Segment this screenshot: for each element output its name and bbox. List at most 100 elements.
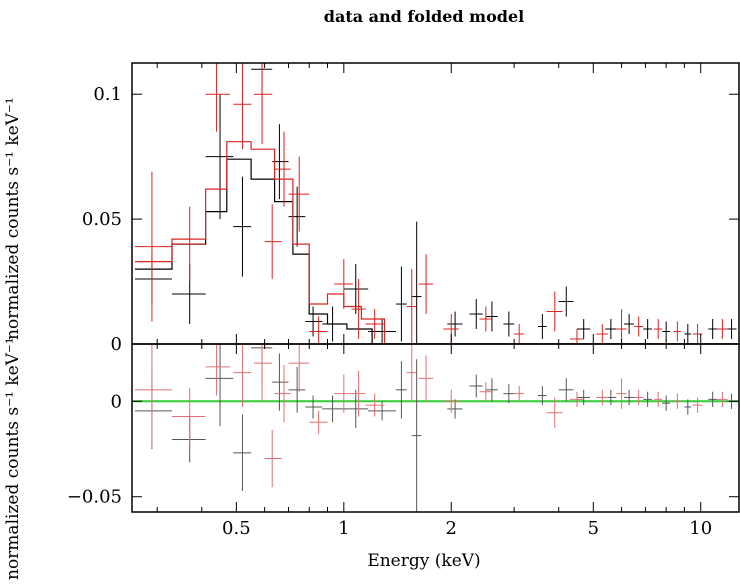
data-point	[708, 391, 717, 407]
data-point	[233, 344, 252, 407]
data-point	[288, 366, 306, 413]
data-point	[288, 156, 310, 232]
data-point	[309, 410, 328, 434]
data-point	[469, 299, 483, 330]
data-point	[272, 353, 289, 411]
data-point	[485, 378, 498, 402]
data-point	[171, 387, 206, 446]
bottom-panel: −0.05 0 0.5 1 2 5 10	[67, 343, 740, 539]
data-point	[684, 324, 692, 344]
data-point	[708, 319, 717, 340]
y-tick-label: 0	[111, 391, 122, 412]
data-point	[205, 344, 234, 427]
y-axis-title-bottom: normalized counts s⁻¹ keV⁻¹	[3, 337, 23, 580]
data-point	[135, 372, 172, 449]
y-axis-title-top: normalized counts s⁻¹ keV⁻¹	[3, 97, 23, 340]
data-point	[233, 176, 252, 277]
top-panel: 0 0.05 0.1	[82, 62, 740, 355]
data-point	[205, 94, 234, 220]
data-point	[684, 399, 692, 415]
x-tick-label: 0.5	[222, 518, 251, 539]
data-point	[447, 311, 463, 337]
data-point	[654, 391, 663, 407]
top-plot-area	[135, 63, 739, 344]
data-point	[365, 393, 385, 417]
data-point	[343, 264, 369, 315]
data-point	[479, 306, 492, 332]
data-point	[673, 321, 681, 342]
data-point	[616, 378, 627, 409]
data-point	[288, 344, 310, 392]
data-point	[351, 279, 366, 340]
data-point	[368, 401, 396, 421]
data-point	[411, 221, 422, 344]
data-point	[569, 391, 584, 407]
data-point	[233, 63, 252, 150]
data-point	[305, 395, 323, 419]
data-point	[624, 389, 634, 406]
data-point	[395, 361, 407, 419]
panel-frame	[131, 62, 740, 345]
x-tick-label: 10	[689, 518, 712, 539]
data-point	[538, 314, 547, 340]
data-point	[576, 389, 591, 406]
data-point	[447, 399, 463, 419]
x-tick-label: 5	[588, 518, 599, 539]
y-tick-label: −0.05	[67, 487, 122, 508]
data-point	[569, 329, 584, 344]
data-point	[233, 414, 252, 491]
data-point	[469, 374, 483, 398]
data-point	[171, 416, 206, 463]
data-point	[135, 171, 172, 322]
data-point	[171, 264, 206, 325]
data-point	[633, 389, 644, 406]
data-point	[253, 63, 273, 145]
data-point	[395, 266, 407, 342]
data-point	[343, 389, 369, 428]
model-line	[135, 158, 739, 344]
data-point	[479, 382, 492, 402]
data-point	[692, 397, 703, 413]
data-point	[264, 204, 282, 280]
data-point	[443, 389, 459, 413]
residual-plot-area	[132, 344, 739, 512]
data-point	[288, 186, 306, 247]
data-point	[633, 316, 644, 337]
data-point	[558, 378, 574, 402]
data-point	[514, 386, 525, 402]
data-point	[411, 359, 422, 512]
x-axis-title: Energy (keV)	[367, 551, 480, 571]
model-line	[135, 141, 739, 344]
data-point	[171, 206, 206, 282]
data-point	[546, 397, 563, 428]
data-point	[485, 301, 498, 332]
data-point	[558, 286, 574, 317]
data-point	[418, 355, 434, 402]
y-tick-label: 0.05	[82, 209, 122, 230]
data-point	[503, 384, 515, 404]
data-point	[264, 429, 282, 488]
data-point	[322, 395, 344, 423]
data-point	[135, 344, 172, 448]
data-point	[624, 314, 634, 335]
data-point	[368, 319, 396, 344]
data-point	[605, 319, 617, 340]
data-point	[274, 365, 291, 423]
chart-title: data and folded model	[324, 7, 524, 26]
data-point	[662, 321, 670, 342]
data-point	[643, 319, 652, 340]
data-point	[538, 386, 547, 406]
data-point	[503, 311, 515, 337]
data-point	[716, 391, 728, 407]
x-tick-label: 1	[338, 518, 349, 539]
data-point	[365, 309, 385, 340]
data-point	[205, 63, 231, 132]
data-point	[274, 131, 291, 207]
panel-frame	[131, 343, 740, 513]
data-point	[546, 291, 563, 332]
data-point	[726, 319, 737, 340]
data-point	[654, 319, 663, 340]
data-point	[596, 324, 609, 344]
data-point	[673, 393, 681, 409]
